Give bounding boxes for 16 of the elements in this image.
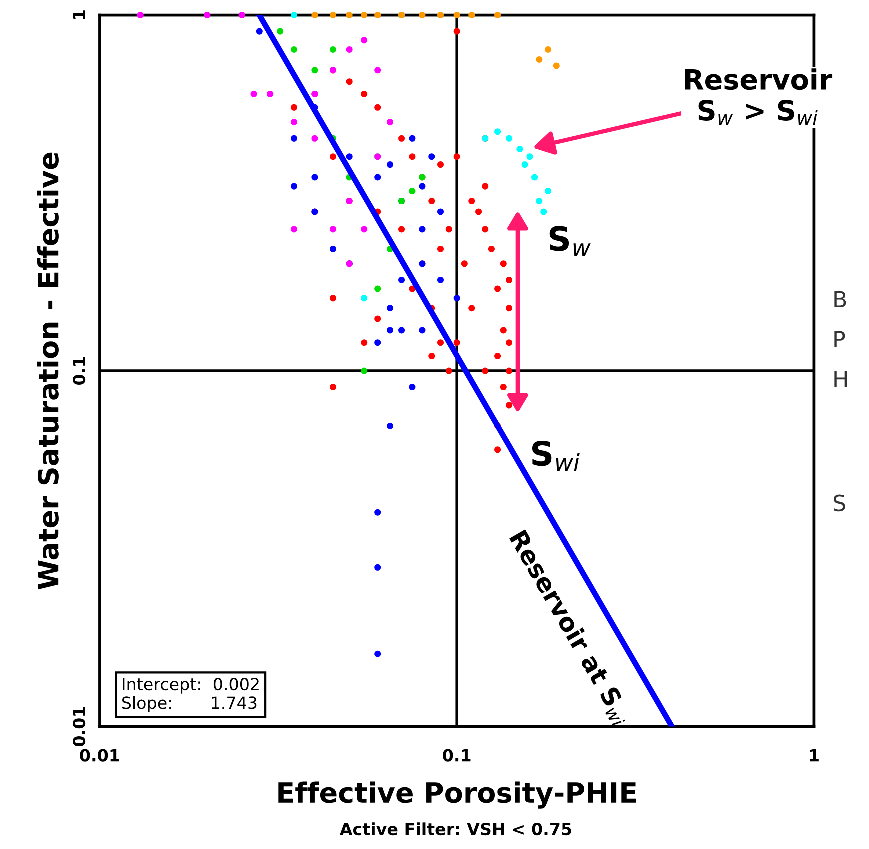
annotation: S$_{wi}$	[532, 440, 580, 472]
y-axis-title: Water Saturation - Effective	[37, 152, 59, 590]
annotation: Reservoir S$_{w}$ > S$_{wi}$	[685, 68, 833, 126]
text: S	[834, 494, 846, 512]
x-tick-label: 0.1	[443, 749, 471, 762]
y-tick-label: 1	[73, 10, 86, 20]
annotation: S$_{w}$	[550, 226, 591, 256]
text: H	[834, 371, 848, 388]
annotation: Reservoir at S$_{wi}$	[506, 529, 634, 728]
x-tick-label: 1	[810, 749, 819, 762]
x-axis-title: Effective Porosity-PHIE	[278, 782, 636, 809]
text: B	[834, 291, 846, 308]
text: Active Filter: VSH < 0.75	[340, 822, 572, 836]
text: P	[834, 331, 846, 348]
y-tick-label: 0.1	[72, 357, 86, 385]
annotation: Intercept: 0.002 Slope: 1.743	[122, 678, 259, 713]
